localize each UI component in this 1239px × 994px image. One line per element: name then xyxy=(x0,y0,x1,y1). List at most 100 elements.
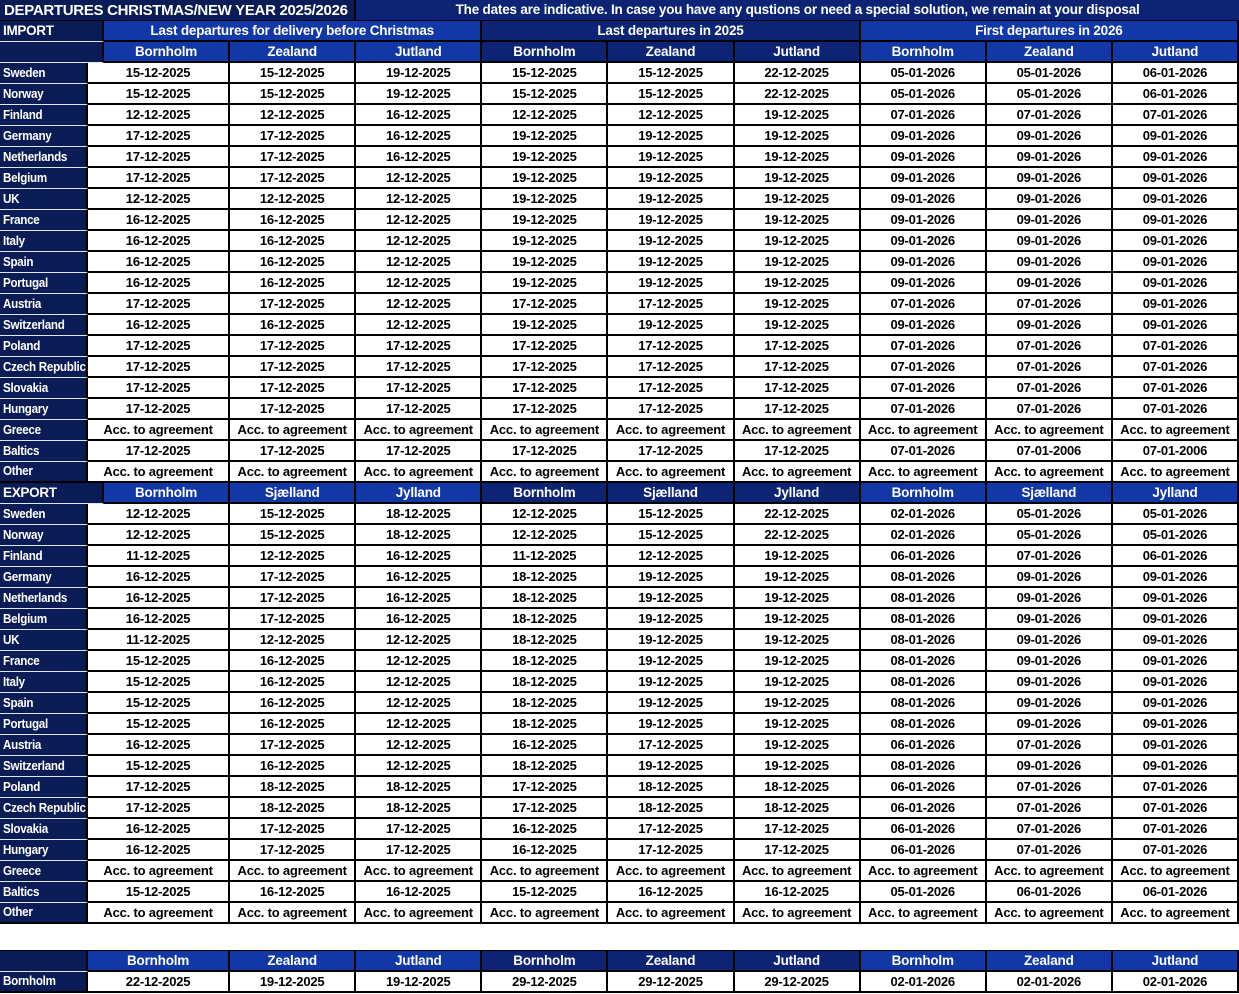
date-cell: 19-12-2025 xyxy=(734,252,861,273)
country-label: Netherlands xyxy=(0,588,88,609)
date-cell: 15-12-2025 xyxy=(482,63,609,84)
country-label-text: Netherlands xyxy=(3,590,68,605)
country-label-text: Hungary xyxy=(3,842,49,857)
date-cell: 09-01-2026 xyxy=(1112,651,1239,672)
date-cell: 17-12-2025 xyxy=(356,378,483,399)
date-cell: Acc. to agreement xyxy=(1112,903,1239,924)
date-cell: 18-12-2025 xyxy=(482,693,609,714)
date-cell: 17-12-2025 xyxy=(88,147,231,168)
date-cell: 12-12-2025 xyxy=(230,105,357,126)
date-cell: 12-12-2025 xyxy=(482,504,609,525)
date-cell: 18-12-2025 xyxy=(356,798,483,819)
table-row: Czech Republic 17-12-2025 18-12-2025 18-12-… xyxy=(0,798,1239,819)
date-cell: 19-12-2025 xyxy=(482,147,609,168)
date-cell: 08-01-2026 xyxy=(860,672,987,693)
date-cell: 16-12-2025 xyxy=(230,756,357,777)
date-cell: 19-12-2025 xyxy=(734,126,861,147)
country-label-text: Czech Republic xyxy=(3,359,86,374)
date-cell: 16-12-2025 xyxy=(482,819,609,840)
column-header: Jutland xyxy=(356,42,483,63)
date-cell: 19-12-2025 xyxy=(608,126,735,147)
country-label-text: Switzerland xyxy=(3,758,65,773)
date-cell: 16-12-2025 xyxy=(356,147,483,168)
date-cell: 17-12-2025 xyxy=(230,294,357,315)
date-cell: Acc. to agreement xyxy=(608,903,735,924)
date-cell: 02-01-2026 xyxy=(860,972,987,993)
date-cell: 18-12-2025 xyxy=(734,798,861,819)
date-cell: 08-01-2026 xyxy=(860,756,987,777)
column-header: Bornholm xyxy=(860,483,987,504)
date-cell: 07-01-2026 xyxy=(986,105,1113,126)
date-cell: 09-01-2026 xyxy=(1112,588,1239,609)
column-header: Jylland xyxy=(356,483,483,504)
corner-cell xyxy=(0,42,104,63)
date-cell: 15-12-2025 xyxy=(88,882,231,903)
column-header: Jutland xyxy=(1112,42,1239,63)
date-cell: 19-12-2025 xyxy=(734,630,861,651)
country-label-text: Italy xyxy=(3,674,25,689)
date-cell: 09-01-2026 xyxy=(986,315,1113,336)
country-label: France xyxy=(0,210,88,231)
date-cell: 09-01-2026 xyxy=(860,147,987,168)
date-cell: 19-12-2025 xyxy=(734,294,861,315)
date-cell: 09-01-2026 xyxy=(1112,315,1239,336)
date-cell: 17-12-2025 xyxy=(230,357,357,378)
table-row: Finland 12-12-2025 12-12-2025 16-12-2025 12-… xyxy=(0,105,1239,126)
column-header: Bornholm xyxy=(104,42,231,63)
date-cell: 07-01-2026 xyxy=(860,378,987,399)
date-cell: 17-12-2025 xyxy=(230,819,357,840)
date-cell: 17-12-2025 xyxy=(230,567,357,588)
date-cell: Acc. to agreement xyxy=(1112,420,1239,441)
date-cell: 07-01-2026 xyxy=(860,105,987,126)
date-cell: Acc. to agreement xyxy=(860,462,987,483)
column-header: Jutland xyxy=(734,951,861,972)
date-cell: 22-12-2025 xyxy=(88,972,231,993)
date-cell: 17-12-2025 xyxy=(608,441,735,462)
date-cell: 12-12-2025 xyxy=(230,189,357,210)
date-cell: 19-12-2025 xyxy=(230,972,357,993)
column-header: Jutland xyxy=(1112,951,1239,972)
table-row: Other Acc. to agreement Acc. to agreement A… xyxy=(0,462,1239,483)
date-cell: 12-12-2025 xyxy=(356,714,483,735)
date-cell: 09-01-2026 xyxy=(860,210,987,231)
date-cell: 06-01-2026 xyxy=(860,798,987,819)
date-cell: 19-12-2025 xyxy=(608,609,735,630)
country-label-text: Sweden xyxy=(3,65,46,80)
date-cell: 18-12-2025 xyxy=(482,567,609,588)
date-cell: 15-12-2025 xyxy=(88,756,231,777)
table-row: Slovakia 17-12-2025 17-12-2025 17-12-2025 17… xyxy=(0,378,1239,399)
date-cell: 09-01-2026 xyxy=(986,714,1113,735)
date-cell: 17-12-2025 xyxy=(88,168,231,189)
date-cell: 19-12-2025 xyxy=(734,714,861,735)
date-cell: 09-01-2026 xyxy=(1112,672,1239,693)
date-cell: 16-12-2025 xyxy=(356,882,483,903)
date-cell: 06-01-2026 xyxy=(1112,84,1239,105)
country-label: Germany xyxy=(0,126,88,147)
date-cell: 19-12-2025 xyxy=(482,126,609,147)
date-cell: 17-12-2025 xyxy=(608,357,735,378)
import-subheader-block: Bornholm Zealand Jutland Bornholm Zealand Jut… xyxy=(0,42,1239,63)
date-cell: 09-01-2026 xyxy=(986,231,1113,252)
group-header-last-2025: Last departures in 2025 xyxy=(482,21,861,42)
country-label: Poland xyxy=(0,336,88,357)
table-row: Netherlands 17-12-2025 17-12-2025 16-12-202… xyxy=(0,147,1239,168)
date-cell: 07-01-2026 xyxy=(1112,105,1239,126)
date-cell: 19-12-2025 xyxy=(356,972,483,993)
date-cell: 05-01-2026 xyxy=(986,504,1113,525)
date-cell: 09-01-2026 xyxy=(1112,756,1239,777)
date-cell: 08-01-2026 xyxy=(860,567,987,588)
table-row: Baltics 15-12-2025 16-12-2025 16-12-2025 15-… xyxy=(0,882,1239,903)
table-row: Belgium 16-12-2025 17-12-2025 16-12-2025 18-… xyxy=(0,609,1239,630)
date-cell: 19-12-2025 xyxy=(482,168,609,189)
date-cell: 07-01-2026 xyxy=(1112,336,1239,357)
country-label-text: Austria xyxy=(3,737,42,752)
import-section-label: IMPORT xyxy=(0,21,104,42)
column-header: Zealand xyxy=(986,42,1113,63)
date-cell: 19-12-2025 xyxy=(734,105,861,126)
table-row: UK 12-12-2025 12-12-2025 12-12-2025 19-12-20… xyxy=(0,189,1239,210)
date-cell: 02-01-2026 xyxy=(1112,972,1239,993)
date-cell: 06-01-2026 xyxy=(1112,882,1239,903)
table-row: France 16-12-2025 16-12-2025 12-12-2025 19-1… xyxy=(0,210,1239,231)
date-cell: 16-12-2025 xyxy=(356,588,483,609)
date-cell: 16-12-2025 xyxy=(88,735,231,756)
